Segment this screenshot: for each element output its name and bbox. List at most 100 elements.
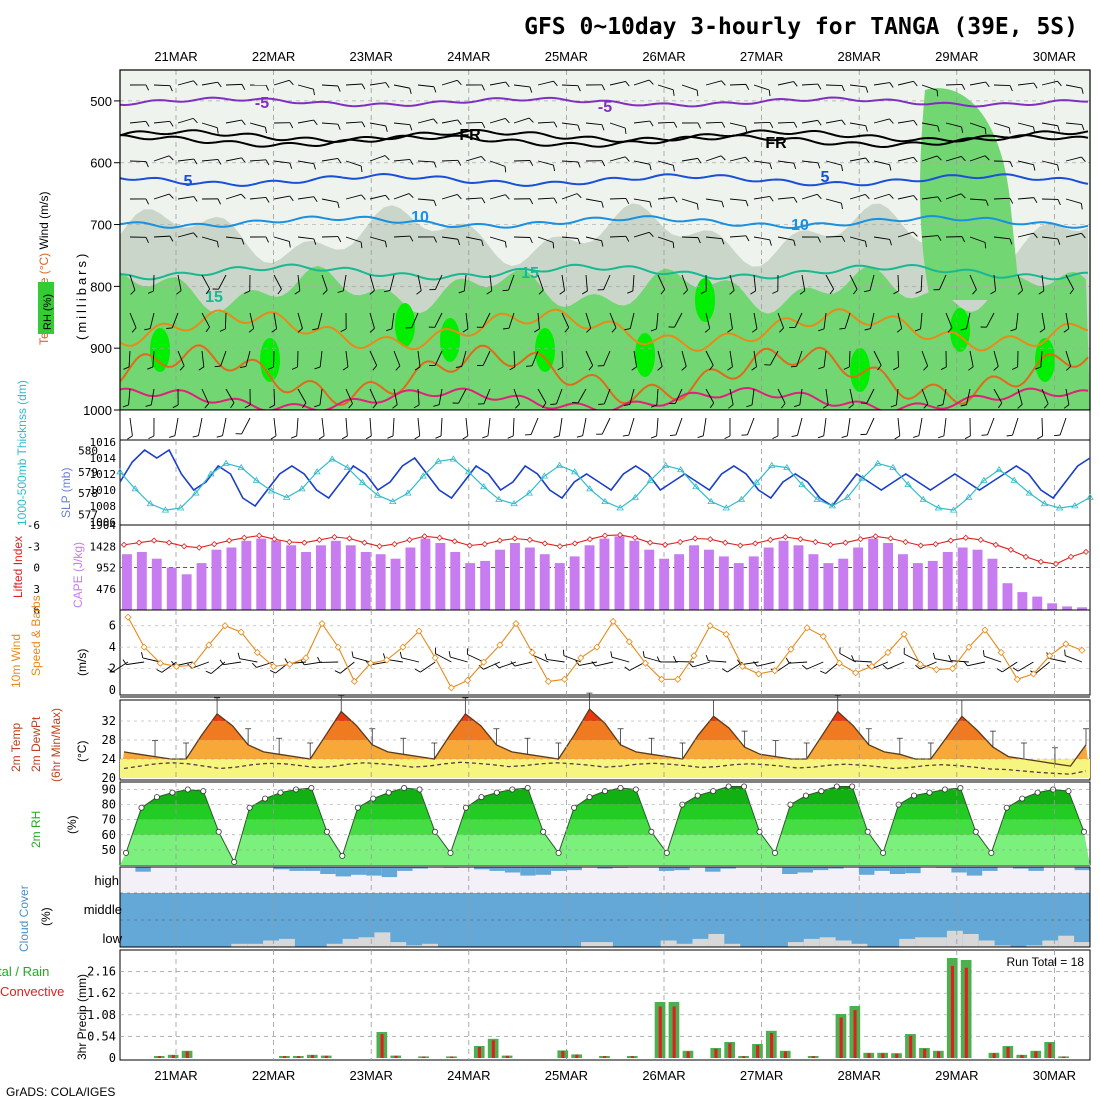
wind-barb <box>729 83 747 86</box>
wind-barb-flag <box>722 668 728 673</box>
wind-barb <box>849 84 866 88</box>
wind-barb-flag <box>529 160 534 167</box>
cape-bar <box>480 560 491 610</box>
wind-barb-flag <box>288 80 294 86</box>
cloud-low-bar <box>231 943 248 947</box>
wind-barb-flag <box>313 238 317 245</box>
wind-barb-flag <box>769 239 772 246</box>
wind-barb-flag <box>912 231 918 237</box>
wind-barb-flag <box>179 365 185 371</box>
thickness-point <box>995 465 1003 473</box>
cloud-low-bar <box>247 943 264 947</box>
wind-barb <box>273 195 290 200</box>
wind-barb-flag <box>751 366 757 371</box>
wind-barb-flag <box>623 404 630 407</box>
rh-tick: 60 <box>102 828 116 842</box>
wind-barb <box>512 417 515 437</box>
precip-convective-bar <box>561 1051 565 1058</box>
wind-speed-point <box>302 654 310 662</box>
wind-barb-flag <box>727 328 733 333</box>
cloud-low-bar <box>342 938 359 947</box>
wind-barb <box>887 661 905 670</box>
wind-barb <box>483 661 501 670</box>
wind-barb-flag <box>409 124 413 131</box>
isotherm-label: -5 <box>255 95 269 112</box>
wind-barb <box>585 198 602 203</box>
wind-barb-flag <box>297 328 303 333</box>
cloud-high-bar <box>474 867 490 870</box>
wind-barb-flag <box>269 669 276 674</box>
cloud-high-bar <box>720 867 736 869</box>
wind-barb <box>201 350 205 367</box>
wind-barb <box>943 417 947 436</box>
wind-barb <box>513 236 531 238</box>
wind-barb-flag <box>745 200 749 207</box>
wind-barb <box>225 157 242 162</box>
thickness-point <box>646 476 655 483</box>
thickness-point <box>934 504 943 511</box>
wind-barb <box>201 388 210 404</box>
thickness-point <box>495 495 503 502</box>
wind-barb <box>353 656 371 663</box>
wind-barb-flag <box>337 85 341 92</box>
wind-barb <box>177 350 185 366</box>
precip-convective-bar <box>742 1056 746 1058</box>
rh-point <box>215 828 222 835</box>
isotherm-label: FR <box>765 135 787 152</box>
wind-barb-flag <box>198 366 205 371</box>
cape-bar <box>151 558 162 610</box>
wind-barb <box>225 388 235 404</box>
rh-point <box>354 804 361 811</box>
date-label-top: 30MAR <box>1033 49 1076 64</box>
cape-bar <box>420 538 431 610</box>
cape-bar <box>674 554 685 610</box>
wind-barb-flag <box>990 290 996 295</box>
wind-barb <box>801 274 806 291</box>
wind-barb-flag <box>542 402 547 409</box>
wind-barb <box>249 196 266 200</box>
wind-barb-flag <box>562 649 565 656</box>
lifted-index-point <box>135 539 143 546</box>
thickness-point <box>389 497 397 505</box>
wind-barb <box>129 274 136 291</box>
wind-barb <box>177 196 194 200</box>
slp-tick: 1006 <box>90 516 117 529</box>
cape-bar <box>465 563 476 610</box>
wind-barb <box>153 193 170 200</box>
wind-barb <box>846 417 851 436</box>
precip-convective-bar <box>937 1051 941 1058</box>
wind-barb <box>777 160 794 164</box>
wind-speed-point <box>156 659 164 667</box>
wind-barb-flag <box>342 366 349 371</box>
wind-barb <box>993 84 1011 86</box>
wind-barb <box>825 388 829 405</box>
run-total-label: Run Total = 18 <box>1006 955 1084 969</box>
wind-barb <box>201 274 211 290</box>
wind-barb <box>463 274 467 291</box>
thickness-point <box>904 480 912 488</box>
wind-barb <box>1065 350 1072 367</box>
wind-barb <box>273 417 277 436</box>
li-tick: -3 <box>27 540 40 553</box>
wind-barb <box>126 661 145 666</box>
wind-barb-flag <box>144 328 151 331</box>
wind-barb-flag <box>864 290 871 293</box>
wind-barb <box>177 117 194 124</box>
wind-barb <box>441 159 459 162</box>
wind-barb-flag <box>724 435 731 440</box>
wind-barb-flag <box>265 197 270 203</box>
ylabel-wind10m-b: Speed & Barbs <box>29 595 43 676</box>
wind-barb-flag <box>1033 197 1038 204</box>
wind-barb-flag <box>746 404 753 408</box>
wind-barb <box>508 312 515 329</box>
wind-barb <box>1041 80 1058 86</box>
wind-barb <box>369 82 386 86</box>
slp-line <box>119 448 1091 508</box>
wind-barb <box>393 84 410 89</box>
wind-barb-flag <box>172 404 179 409</box>
cape-bar <box>629 540 640 610</box>
wind-barb-flag <box>818 328 825 332</box>
wind-barb-flag <box>456 80 462 86</box>
wind-barb-flag <box>413 404 420 409</box>
wind-barb-flag <box>369 290 375 295</box>
